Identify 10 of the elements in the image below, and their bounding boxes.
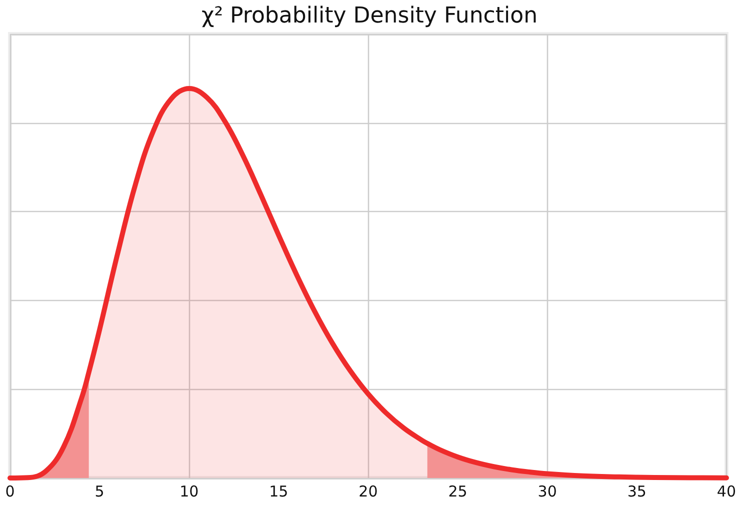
chart-title: χ² Probability Density Function <box>201 4 538 28</box>
x-tick-label: 0 <box>5 482 15 500</box>
x-tick-label: 35 <box>627 482 646 500</box>
x-tick-label: 10 <box>180 482 199 500</box>
x-tick-label: 20 <box>358 482 378 500</box>
x-tick-label: 15 <box>269 482 288 500</box>
x-tick-label: 25 <box>448 482 468 500</box>
x-tick-label: 5 <box>94 482 104 500</box>
x-tick-label: 30 <box>538 482 557 500</box>
x-tick-label: 40 <box>716 482 736 500</box>
